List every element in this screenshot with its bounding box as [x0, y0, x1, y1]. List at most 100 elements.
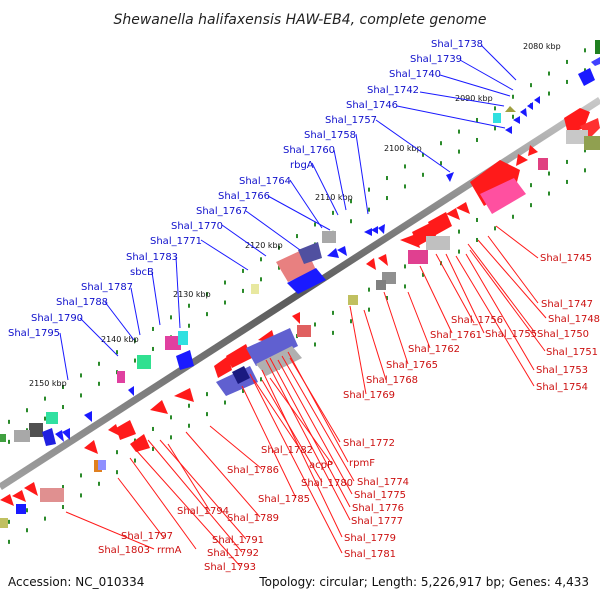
- tick-dot: [224, 300, 226, 305]
- gene-label: Shal_1751: [546, 347, 598, 358]
- accession-text: Accession: NC_010334: [8, 575, 144, 589]
- gene-label: Shal_1793: [204, 562, 256, 573]
- tick-dot: [116, 450, 118, 455]
- gene-box: [40, 488, 64, 502]
- tick-dot: [80, 493, 82, 498]
- forward-gene: [62, 428, 70, 440]
- leader-line: [375, 119, 451, 173]
- leader-line: [477, 239, 547, 319]
- leader-line: [265, 359, 351, 521]
- reverse-gene: [12, 490, 26, 502]
- leader-line: [167, 443, 211, 512]
- tick-dot: [170, 315, 172, 320]
- leader-lines: [59, 44, 547, 567]
- tick-dot: [26, 508, 28, 513]
- leader-line: [159, 439, 247, 540]
- tick-dot: [494, 126, 496, 131]
- gene-box: [584, 136, 600, 150]
- forward-gene: [527, 102, 533, 110]
- forward-gene: [505, 126, 512, 134]
- leader-line: [267, 195, 331, 231]
- gene-box: [165, 336, 181, 350]
- gene-label: Shal_1777: [351, 516, 403, 527]
- leader-line: [151, 271, 161, 326]
- leader-line: [445, 253, 485, 334]
- gene-box: [493, 113, 501, 123]
- leader-line: [79, 317, 119, 357]
- forward-gene: [55, 430, 64, 442]
- tick-dot: [242, 288, 244, 293]
- tick-dot: [134, 338, 136, 343]
- forward-gene: [287, 268, 326, 294]
- leader-line: [221, 224, 267, 257]
- leader-line: [249, 373, 343, 554]
- tick-dot: [44, 416, 46, 421]
- tick-dot: [476, 137, 478, 142]
- tick-dot: [116, 470, 118, 475]
- gene-box: [251, 284, 259, 294]
- tick-dot: [476, 237, 478, 242]
- gene-label: Shal_1795: [8, 328, 60, 339]
- tick-dot: [260, 277, 262, 282]
- tick-dot: [8, 439, 10, 444]
- gene-box: [0, 434, 6, 442]
- leader-line: [281, 355, 355, 482]
- reverse-gene: [130, 434, 150, 452]
- forward-gene: [337, 246, 347, 256]
- gene-label: Shal_1787: [81, 282, 133, 293]
- reverse-gene: [446, 208, 460, 220]
- gene-label: acpP: [309, 460, 333, 471]
- gene-box: [538, 158, 548, 170]
- forward-gene: [578, 68, 595, 86]
- tick-dot: [206, 392, 208, 397]
- leader-line: [269, 377, 333, 465]
- gene-label: Shal_1738: [431, 39, 483, 50]
- gene-box: [348, 295, 358, 305]
- leader-line: [407, 291, 431, 349]
- genome-backbone: [0, 97, 600, 490]
- gene-label: Shal_1788: [56, 297, 108, 308]
- gene-label: Shal_1742: [367, 85, 419, 96]
- gene-label: Shal_1740: [389, 69, 441, 80]
- leader-line: [104, 301, 135, 341]
- tick-dot: [152, 446, 154, 451]
- tick-dot: [44, 516, 46, 521]
- tick-dot: [260, 257, 262, 262]
- topology-text: Topology: circular; Length: 5,226,917 bp…: [258, 575, 589, 589]
- tick-dot: [80, 393, 82, 398]
- tick-dot: [512, 94, 514, 99]
- reverse-gene: [150, 400, 168, 414]
- tick-dot: [548, 171, 550, 176]
- leader-line: [147, 439, 243, 553]
- gene-label: Shal_1776: [352, 503, 404, 514]
- leader-line: [363, 309, 387, 381]
- tick-dot: [458, 249, 460, 254]
- tick-dot: [440, 141, 442, 146]
- tick-dot: [242, 388, 244, 393]
- gene-label: Shal_1758: [304, 130, 356, 141]
- leader-line: [383, 291, 409, 365]
- tick-dot: [584, 168, 586, 173]
- tick-dot: [8, 519, 10, 524]
- gene-label: Shal_1792: [207, 548, 259, 559]
- reverse-gene: [480, 178, 526, 214]
- tick-dot: [188, 323, 190, 328]
- gene-label: Shal_1739: [410, 54, 462, 65]
- gene-label: Shal_1790: [31, 313, 83, 324]
- tick-dot: [512, 214, 514, 219]
- leader-line: [287, 351, 349, 463]
- gene-box: [566, 130, 588, 144]
- leader-line: [333, 149, 347, 211]
- tick-dot: [170, 415, 172, 420]
- tick-dot: [404, 284, 406, 289]
- tick-dot: [80, 473, 82, 478]
- gene-label: Shal_1764: [239, 176, 291, 187]
- tick-dot: [116, 350, 118, 355]
- leader-line: [65, 511, 155, 550]
- tick-dot: [62, 505, 64, 510]
- leader-line: [241, 385, 297, 499]
- tick-dot: [386, 176, 388, 181]
- kbp-label: 2090 kbp: [455, 94, 493, 103]
- gene-label: Shal_1766: [218, 191, 270, 202]
